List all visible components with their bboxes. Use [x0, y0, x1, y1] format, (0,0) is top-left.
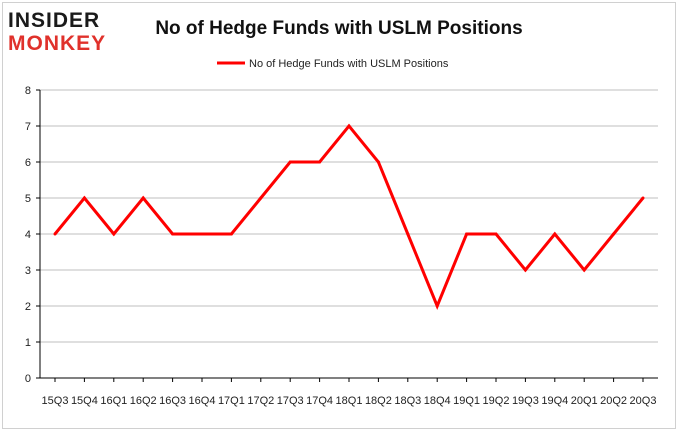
data-point-19Q2 — [494, 232, 498, 236]
data-point-16Q1 — [112, 232, 116, 236]
x-tick-label-20Q2: 20Q2 — [600, 395, 627, 407]
legend: No of Hedge Funds with USLM Positions — [217, 58, 449, 70]
y-tick-label-5: 5 — [25, 193, 31, 205]
data-point-18Q3 — [406, 232, 410, 236]
y-tick-label-6: 6 — [25, 157, 31, 169]
x-tick-label-17Q3: 17Q3 — [277, 395, 304, 407]
x-tick-label-15Q3: 15Q3 — [42, 395, 69, 407]
chart-title: No of Hedge Funds with USLM Positions — [155, 18, 522, 39]
data-point-17Q4 — [318, 160, 322, 164]
data-point-16Q3 — [171, 232, 175, 236]
data-point-17Q1 — [229, 232, 233, 236]
x-tick-label-16Q2: 16Q2 — [130, 395, 157, 407]
x-tick-label-20Q3: 20Q3 — [630, 395, 657, 407]
x-tick-label-19Q4: 19Q4 — [541, 395, 568, 407]
data-point-17Q3 — [288, 160, 292, 164]
x-tick-label-19Q2: 19Q2 — [483, 395, 510, 407]
x-tick-label-19Q3: 19Q3 — [512, 395, 539, 407]
data-point-20Q1 — [582, 268, 586, 272]
x-axis-ticks: 15Q3 15Q4 16Q1 16Q2 16Q3 16Q4 17Q1 17Q2 17Q3 17Q4… — [42, 378, 657, 407]
y-tick-label-7: 7 — [25, 121, 31, 133]
data-point-19Q3 — [523, 268, 527, 272]
y-tick-label-4: 4 — [25, 229, 31, 241]
y-tick-label-0: 0 — [25, 373, 31, 385]
x-tick-label-16Q1: 16Q1 — [100, 395, 127, 407]
y-axis-ticks: 0 1 2 3 4 5 6 7 8 — [25, 85, 40, 385]
data-point-18Q2 — [376, 160, 380, 164]
x-tick-label-18Q3: 18Q3 — [394, 395, 421, 407]
data-point-16Q4 — [200, 232, 204, 236]
axes — [39, 90, 658, 379]
x-tick-label-18Q4: 18Q4 — [424, 395, 451, 407]
x-tick-label-16Q4: 16Q4 — [189, 395, 216, 407]
data-point-19Q4 — [553, 232, 557, 236]
data-point-18Q4 — [435, 304, 439, 308]
y-tick-label-2: 2 — [25, 301, 31, 313]
data-point-19Q1 — [465, 232, 469, 236]
data-point-17Q2 — [259, 196, 263, 200]
data-point-15Q3 — [53, 232, 57, 236]
x-tick-label-20Q1: 20Q1 — [571, 395, 598, 407]
x-tick-label-17Q1: 17Q1 — [218, 395, 245, 407]
data-point-20Q2 — [612, 232, 616, 236]
grid — [40, 89, 658, 343]
logo-line-1: INSIDER — [8, 9, 100, 32]
y-tick-label-8: 8 — [25, 85, 31, 97]
x-tick-label-17Q4: 17Q4 — [306, 395, 333, 407]
legend-label: No of Hedge Funds with USLM Positions — [249, 58, 449, 70]
data-point-15Q4 — [82, 196, 86, 200]
insider-monkey-logo: INSIDER MONKEY — [8, 9, 106, 55]
chart-frame — [2, 2, 676, 429]
data-point-16Q2 — [141, 196, 145, 200]
x-tick-label-18Q2: 18Q2 — [365, 395, 392, 407]
data-point-20Q3 — [641, 196, 645, 200]
x-tick-label-15Q4: 15Q4 — [71, 395, 98, 407]
logo-line-2: MONKEY — [8, 32, 106, 55]
y-tick-label-1: 1 — [25, 337, 31, 349]
data-point-18Q1 — [347, 124, 351, 128]
x-tick-label-16Q3: 16Q3 — [159, 395, 186, 407]
y-tick-label-3: 3 — [25, 265, 31, 277]
x-tick-label-19Q1: 19Q1 — [453, 395, 480, 407]
x-tick-label-17Q2: 17Q2 — [247, 395, 274, 407]
series-line-0 — [53, 123, 645, 310]
x-tick-label-18Q1: 18Q1 — [336, 395, 363, 407]
series-layer — [53, 123, 645, 310]
